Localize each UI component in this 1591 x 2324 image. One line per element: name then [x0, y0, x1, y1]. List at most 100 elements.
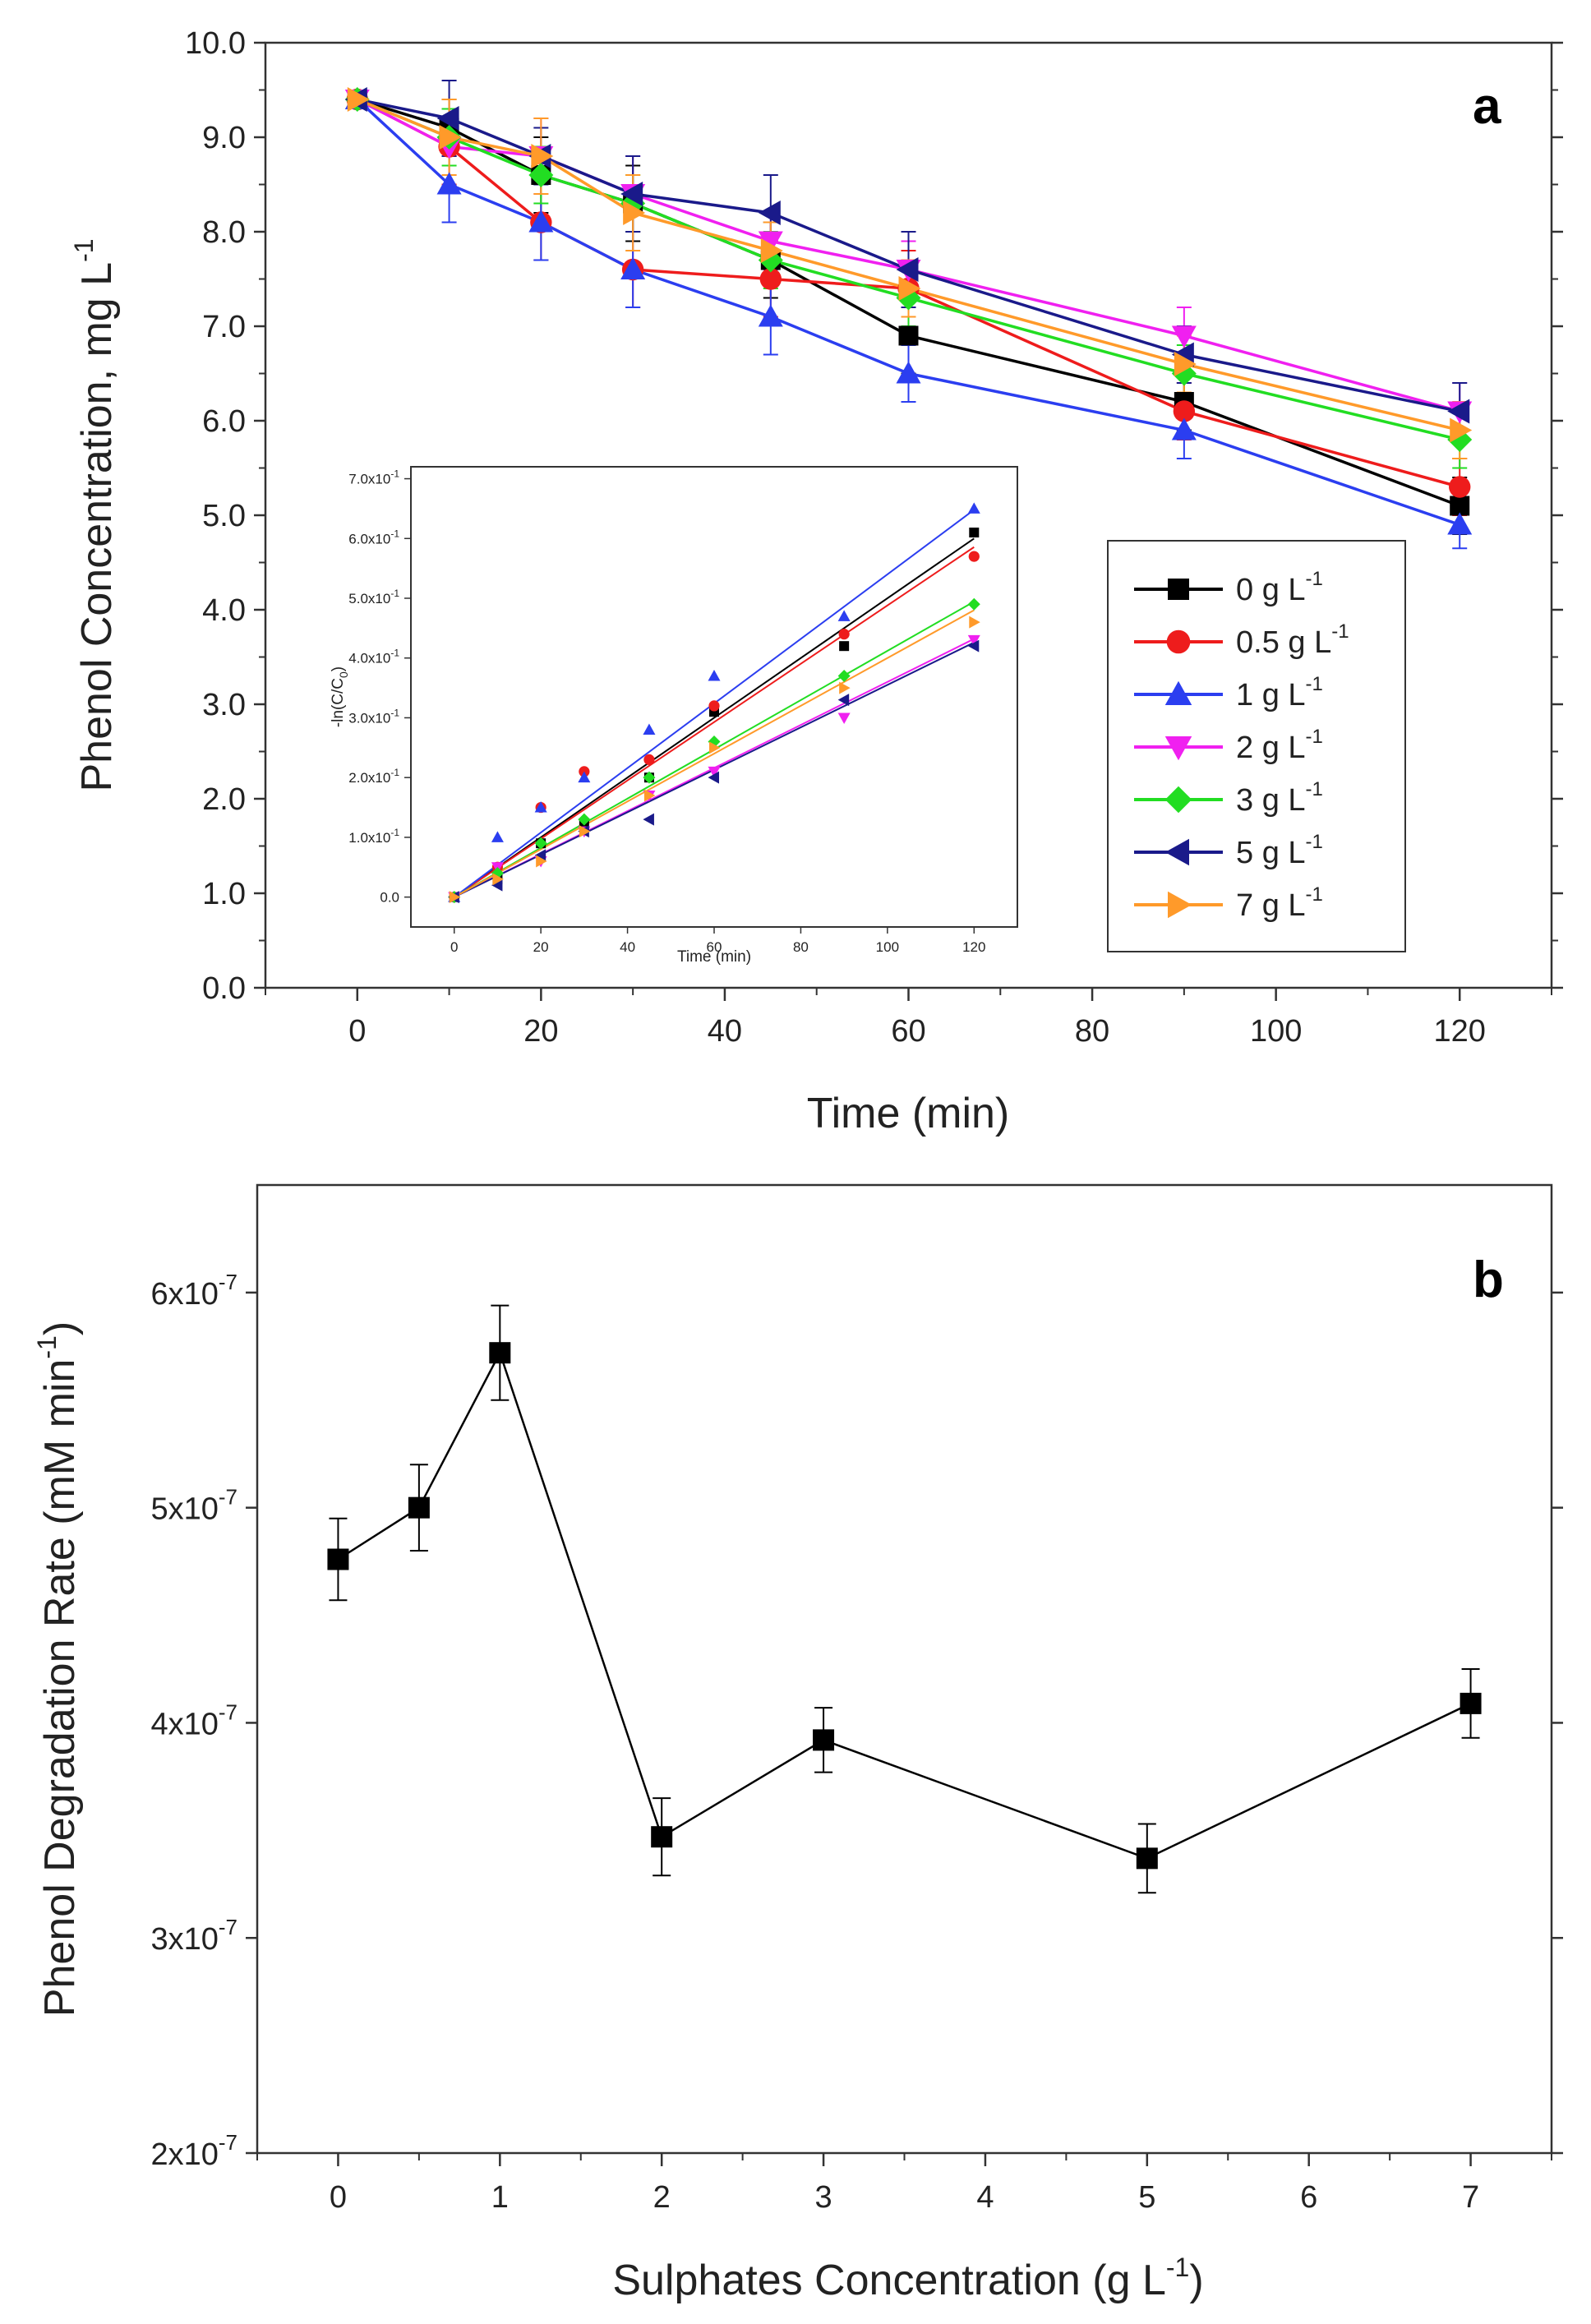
panel-a-letter: a — [1473, 78, 1501, 135]
x-tick-label: 4 — [976, 2180, 994, 2215]
data-point — [623, 201, 646, 225]
inset-data-point — [491, 878, 503, 892]
inset-data-point — [643, 723, 656, 735]
inset-data-point — [578, 813, 591, 826]
y-tick-label: 0.0 — [202, 971, 246, 1006]
data-point — [1173, 400, 1196, 422]
data-point — [758, 201, 781, 225]
legend-item: 5 g L-1 — [1134, 831, 1323, 870]
data-point — [760, 238, 783, 263]
data-point — [620, 257, 646, 279]
series-line-5-g-L — [357, 98, 1460, 413]
legend-item: 3 g L-1 — [1134, 778, 1323, 818]
y-tick-label: 7.0 — [202, 310, 246, 344]
y-tick-label: 6.0 — [202, 404, 246, 439]
data-point — [439, 125, 462, 150]
legend-label: 0 g L-1 — [1236, 568, 1323, 607]
y-tick-label: 6x10-7 — [150, 1270, 237, 1312]
y-tick-label: 10.0 — [185, 26, 246, 61]
x-tick-label: 20 — [523, 1014, 558, 1049]
legend-marker — [1164, 838, 1189, 866]
inset-x-tick-label: 20 — [533, 939, 549, 955]
series-line-1-g-L — [356, 98, 1460, 527]
x-tick-label: 0 — [348, 1014, 366, 1049]
series-line-7-g-L — [357, 98, 1460, 432]
legend-item: 7 g L-1 — [1134, 883, 1323, 923]
inset-data-point — [449, 891, 461, 904]
data-point — [327, 1548, 349, 1570]
panel-b-frame — [256, 1183, 1553, 2155]
panel-b-letter: b — [1473, 1252, 1504, 1308]
x-tick-label: 60 — [891, 1014, 925, 1049]
panel-a-x-axis-label: Time (min) — [807, 1090, 1010, 1137]
inset-data-point — [643, 754, 655, 765]
x-tick-label: 100 — [1250, 1014, 1302, 1049]
x-tick-label: 80 — [1075, 1014, 1109, 1049]
panel-a-y-axis-label: Phenol Concentration, mg L-1 — [69, 238, 121, 791]
inset-data-point — [579, 825, 591, 838]
inset-data-point — [578, 771, 591, 783]
data-point — [1171, 325, 1197, 348]
y-tick-label: 3.0 — [202, 688, 246, 722]
inset-x-tick-label: 60 — [707, 939, 722, 955]
legend-label: 0.5 g L-1 — [1236, 620, 1349, 660]
y-tick-label: 4.0 — [202, 593, 246, 628]
series-line — [337, 1350, 1472, 1860]
inset-y-tick-label: 1.0x10-1 — [348, 827, 399, 846]
panel-b-error-bars — [329, 1304, 1480, 1894]
legend-item: 0.5 g L-1 — [1134, 620, 1349, 660]
inset-data-point — [839, 641, 850, 652]
legend-label: 2 g L-1 — [1236, 726, 1323, 765]
data-point — [1174, 352, 1197, 376]
panel-a-markers — [344, 87, 1473, 535]
inset-frame — [410, 466, 1018, 928]
y-tick-label: 2x10-7 — [150, 2130, 237, 2172]
panel-b-x-axis-label: Sulphates Concentration (g L-1) — [612, 2253, 1203, 2304]
inset-data-point — [491, 831, 504, 842]
inset-data-point — [967, 639, 980, 652]
data-point — [1136, 1847, 1158, 1870]
panel-b: 0 1 2 3 4 5 6 7 2x10-7 3x10-7 4x10-7 5x10-7 6x10-7 b… — [32, 1183, 1563, 2304]
panel-a-frame — [264, 41, 1553, 989]
data-point — [896, 361, 921, 384]
inset-y-tick-label: 5.0x10-1 — [348, 588, 399, 606]
inset-y-tick-label: 7.0x10-1 — [348, 468, 399, 487]
inset-data-point — [709, 741, 721, 754]
data-point — [531, 144, 554, 168]
inset-x-tick-label: 100 — [876, 939, 899, 955]
inset-data-point — [708, 766, 721, 778]
inset-ticks: 0 20 40 60 80 100 120 0.0 1.0x10-1 2.0x10-1 3.0x10… — [348, 468, 985, 955]
inset-data-point — [967, 634, 980, 647]
legend-marker — [1168, 891, 1192, 919]
legend-item: 0 g L-1 — [1134, 568, 1323, 607]
x-tick-label: 3 — [814, 2180, 832, 2215]
data-point — [896, 257, 919, 282]
panel-a-series-lines — [356, 98, 1460, 527]
data-point — [528, 210, 554, 233]
inset-data-point — [967, 502, 980, 514]
data-point — [813, 1729, 835, 1751]
legend-label: 3 g L-1 — [1236, 778, 1323, 818]
legend-marker — [1164, 680, 1192, 705]
data-point — [620, 182, 643, 206]
inset-data-point — [536, 855, 547, 868]
x-tick-label: 40 — [708, 1014, 742, 1049]
x-tick-label: 2 — [653, 2180, 671, 2215]
inset-plot: 0 20 40 60 80 100 120 0.0 1.0x10-1 2.0x10-1 3.0x10… — [330, 466, 1018, 966]
y-tick-label: 5.0 — [202, 499, 246, 533]
legend-marker — [1164, 736, 1192, 761]
inset-data-point — [838, 629, 850, 640]
x-tick-label: 120 — [1434, 1014, 1486, 1049]
legend-item: 2 g L-1 — [1134, 726, 1323, 765]
inset-data-point — [534, 849, 546, 862]
data-point — [408, 1496, 430, 1519]
panel-b-ticks: 0 1 2 3 4 5 6 7 2x10-7 3x10-7 4x10-7 5x10-7 6x10-7 — [150, 1270, 1563, 2215]
inset-data-point — [837, 670, 851, 683]
legend-label: 5 g L-1 — [1236, 831, 1323, 870]
inset-data-point — [969, 528, 980, 537]
series-line-2-g-L — [356, 98, 1460, 413]
inset-y-tick-label: 6.0x10-1 — [348, 528, 399, 546]
data-point — [759, 268, 782, 290]
series-line-0.5-g-L — [356, 98, 1460, 489]
inset-data-point — [492, 873, 504, 886]
